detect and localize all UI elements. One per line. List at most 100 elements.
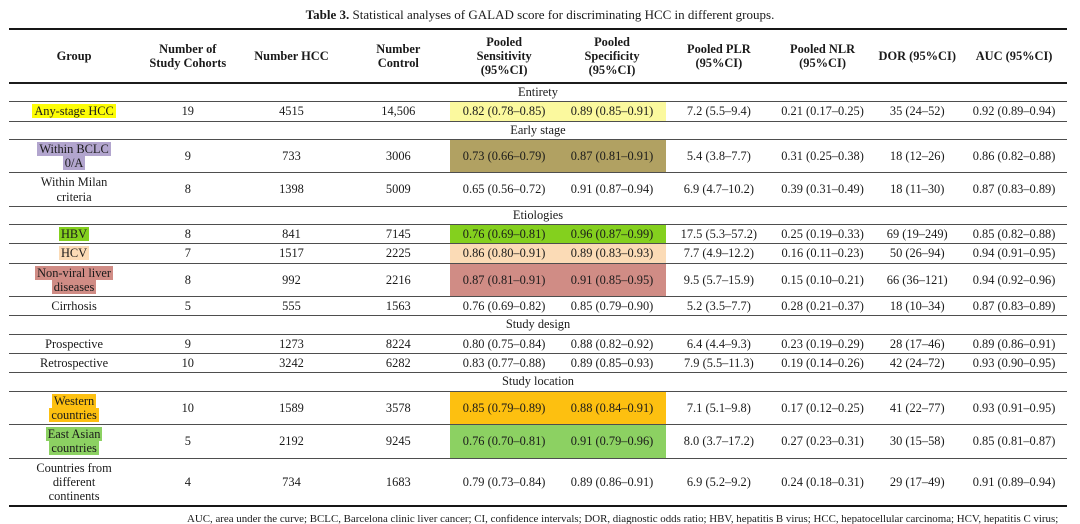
specificity-cell: 0.89 (0.86–0.91) xyxy=(570,474,654,489)
dor-cell: 50 (26–94) xyxy=(889,246,945,261)
hcc-cell: 992 xyxy=(282,272,301,287)
group-cell: Western countries xyxy=(9,391,139,425)
table-row: Cirrhosis 5 555 1563 0.76 (0.69–0.82) 0.85 (0… xyxy=(9,296,1067,316)
group-label: Retrospective xyxy=(40,356,109,370)
group-label: Cirrhosis xyxy=(51,299,97,314)
table-row: Non-viral liver diseases 8 992 2216 0.87 (0.… xyxy=(9,263,1067,297)
table-row: Prospective 9 1273 8224 0.80 (0.75–0.84) 0.88… xyxy=(9,334,1067,353)
auc-cell: 0.87 (0.83–0.89) xyxy=(972,182,1056,197)
sensitivity-cell: 0.79 (0.73–0.84) xyxy=(462,474,546,489)
dor-cell: 42 (24–72) xyxy=(889,356,945,370)
group-label: HBV xyxy=(58,227,90,242)
group-label: Prospective xyxy=(45,336,103,351)
data-table: Group Number of Study Cohorts Number HCC Nu… xyxy=(9,27,1067,508)
control-cell: 1683 xyxy=(385,474,411,489)
header-cell: DOR (95%CI) xyxy=(878,48,956,63)
section-label: Study location xyxy=(502,374,574,389)
group-cell: East Asian countries xyxy=(9,425,139,459)
control-cell: 1563 xyxy=(385,299,411,314)
table-body: Entirety Any-stage HCC 19 4515 14,506 0.82 (0… xyxy=(9,83,1067,506)
header-cell: AUC (95%CI) xyxy=(975,48,1053,63)
specificity-cell: 0.91 (0.87–0.94) xyxy=(570,182,654,197)
nlr-cell: 0.15 (0.10–0.21) xyxy=(781,272,864,287)
sensitivity-cell: 0.87 (0.81–0.91) xyxy=(450,263,559,297)
cohorts-cell: 10 xyxy=(181,356,194,370)
hcc-cell: 733 xyxy=(282,148,301,163)
nlr-cell: 0.24 (0.18–0.31) xyxy=(781,474,864,489)
plr-cell: 17.5 (5.3–57.2) xyxy=(680,227,758,242)
table-row: Within BCLC 0/A 9 733 3006 0.73 (0.66–0.79) 0… xyxy=(9,139,1067,173)
auc-cell: 0.93 (0.90–0.95) xyxy=(972,356,1056,370)
control-cell: 3006 xyxy=(385,148,411,163)
dor-cell: 18 (12–26) xyxy=(889,148,945,163)
plr-cell: 5.4 (3.8–7.7) xyxy=(686,148,751,163)
specificity-cell: 0.96 (0.87–0.99) xyxy=(558,224,666,244)
hcc-cell: 1273 xyxy=(279,336,304,351)
section-row: Study design xyxy=(9,315,1067,334)
caption-text: Statistical analyses of GALAD score for … xyxy=(349,7,775,22)
nlr-cell: 0.39 (0.31–0.49) xyxy=(781,182,864,197)
table-caption: Table 3. Statistical analyses of GALAD s… xyxy=(0,0,1080,23)
table-row: Countries from different continents 4 734 1… xyxy=(9,458,1067,506)
control-cell: 5009 xyxy=(385,182,411,197)
plr-cell: 8.0 (3.7–17.2) xyxy=(683,434,754,449)
section-label: Entirety xyxy=(518,85,558,100)
specificity-cell: 0.91 (0.85–0.95) xyxy=(558,263,666,297)
section-row: Early stage xyxy=(9,121,1067,139)
auc-cell: 0.94 (0.91–0.95) xyxy=(972,246,1056,261)
auc-cell: 0.93 (0.91–0.95) xyxy=(972,400,1056,415)
plr-cell: 6.4 (4.4–9.3) xyxy=(686,336,751,351)
table-header: Group Number of Study Cohorts Number HCC Nu… xyxy=(9,29,1067,84)
dor-cell: 28 (17–46) xyxy=(889,336,945,351)
hcc-cell: 734 xyxy=(282,474,301,489)
plr-cell: 5.2 (3.5–7.7) xyxy=(686,299,751,314)
group-cell: Non-viral liver diseases xyxy=(9,263,139,297)
footnote: AUC, area under the curve; BCLC, Barcelo… xyxy=(187,513,1059,524)
sensitivity-cell: 0.76 (0.69–0.82) xyxy=(462,299,546,314)
header-cell: Pooled NLR (95%CI) xyxy=(790,41,856,70)
hcc-cell: 2192 xyxy=(279,434,304,449)
section-label: Etiologies xyxy=(512,207,564,222)
auc-cell: 0.89 (0.86–0.91) xyxy=(972,336,1056,351)
plr-cell: 7.2 (5.5–9.4) xyxy=(686,104,751,119)
sensitivity-cell: 0.76 (0.69–0.81) xyxy=(450,224,559,244)
header-cell: Pooled Sensitivity (95%CI) xyxy=(476,34,532,77)
control-cell: 9245 xyxy=(385,434,411,449)
group-cell: HCV xyxy=(9,244,139,263)
plr-cell: 7.7 (4.9–12.2) xyxy=(683,246,754,261)
section-row: Study location xyxy=(9,372,1067,391)
cohorts-cell: 5 xyxy=(184,299,191,314)
caption-label: Table 3. xyxy=(305,7,350,22)
table-row: East Asian countries 5 2192 9245 0.76 (0.70–… xyxy=(9,424,1067,459)
auc-cell: 0.92 (0.89–0.94) xyxy=(972,104,1056,119)
auc-cell: 0.87 (0.83–0.89) xyxy=(972,299,1056,314)
group-label: Any-stage HCC xyxy=(32,104,116,119)
nlr-cell: 0.27 (0.23–0.31) xyxy=(781,434,864,449)
specificity-cell: 0.89 (0.85–0.93) xyxy=(570,356,654,370)
group-cell: Within BCLC 0/A xyxy=(9,139,139,173)
plr-cell: 7.9 (5.5–11.3) xyxy=(683,356,754,370)
header-cell: Number Control xyxy=(376,41,421,70)
nlr-cell: 0.31 (0.25–0.38) xyxy=(781,148,864,163)
group-label: East Asian countries xyxy=(45,427,103,456)
nlr-cell: 0.25 (0.19–0.33) xyxy=(781,227,864,242)
dor-cell: 41 (22–77) xyxy=(889,400,945,415)
nlr-cell: 0.16 (0.11–0.23) xyxy=(781,246,864,261)
specificity-cell: 0.91 (0.79–0.96) xyxy=(558,424,666,459)
control-cell: 3578 xyxy=(385,400,411,415)
specificity-cell: 0.88 (0.82–0.92) xyxy=(570,336,654,351)
header-cell: Pooled PLR (95%CI) xyxy=(687,41,751,70)
specificity-cell: 0.85 (0.79–0.90) xyxy=(570,299,654,314)
sensitivity-cell: 0.82 (0.78–0.85) xyxy=(450,101,559,122)
hcc-cell: 1589 xyxy=(279,400,304,415)
header-cell: Group xyxy=(56,48,92,63)
group-cell: Countries from different continents xyxy=(9,458,139,506)
header-cell: Pooled Specificity (95%CI) xyxy=(584,34,640,77)
cohorts-cell: 9 xyxy=(184,336,191,351)
auc-cell: 0.94 (0.92–0.96) xyxy=(972,272,1056,287)
cohorts-cell: 10 xyxy=(181,400,194,415)
dor-cell: 35 (24–52) xyxy=(889,104,945,119)
group-label: Non-viral liver diseases xyxy=(35,265,114,294)
header-cell: Number HCC xyxy=(254,48,329,63)
table-row: HCV 7 1517 2225 0.86 (0.80–0.91) 0.89 (0.83–0… xyxy=(9,243,1067,264)
